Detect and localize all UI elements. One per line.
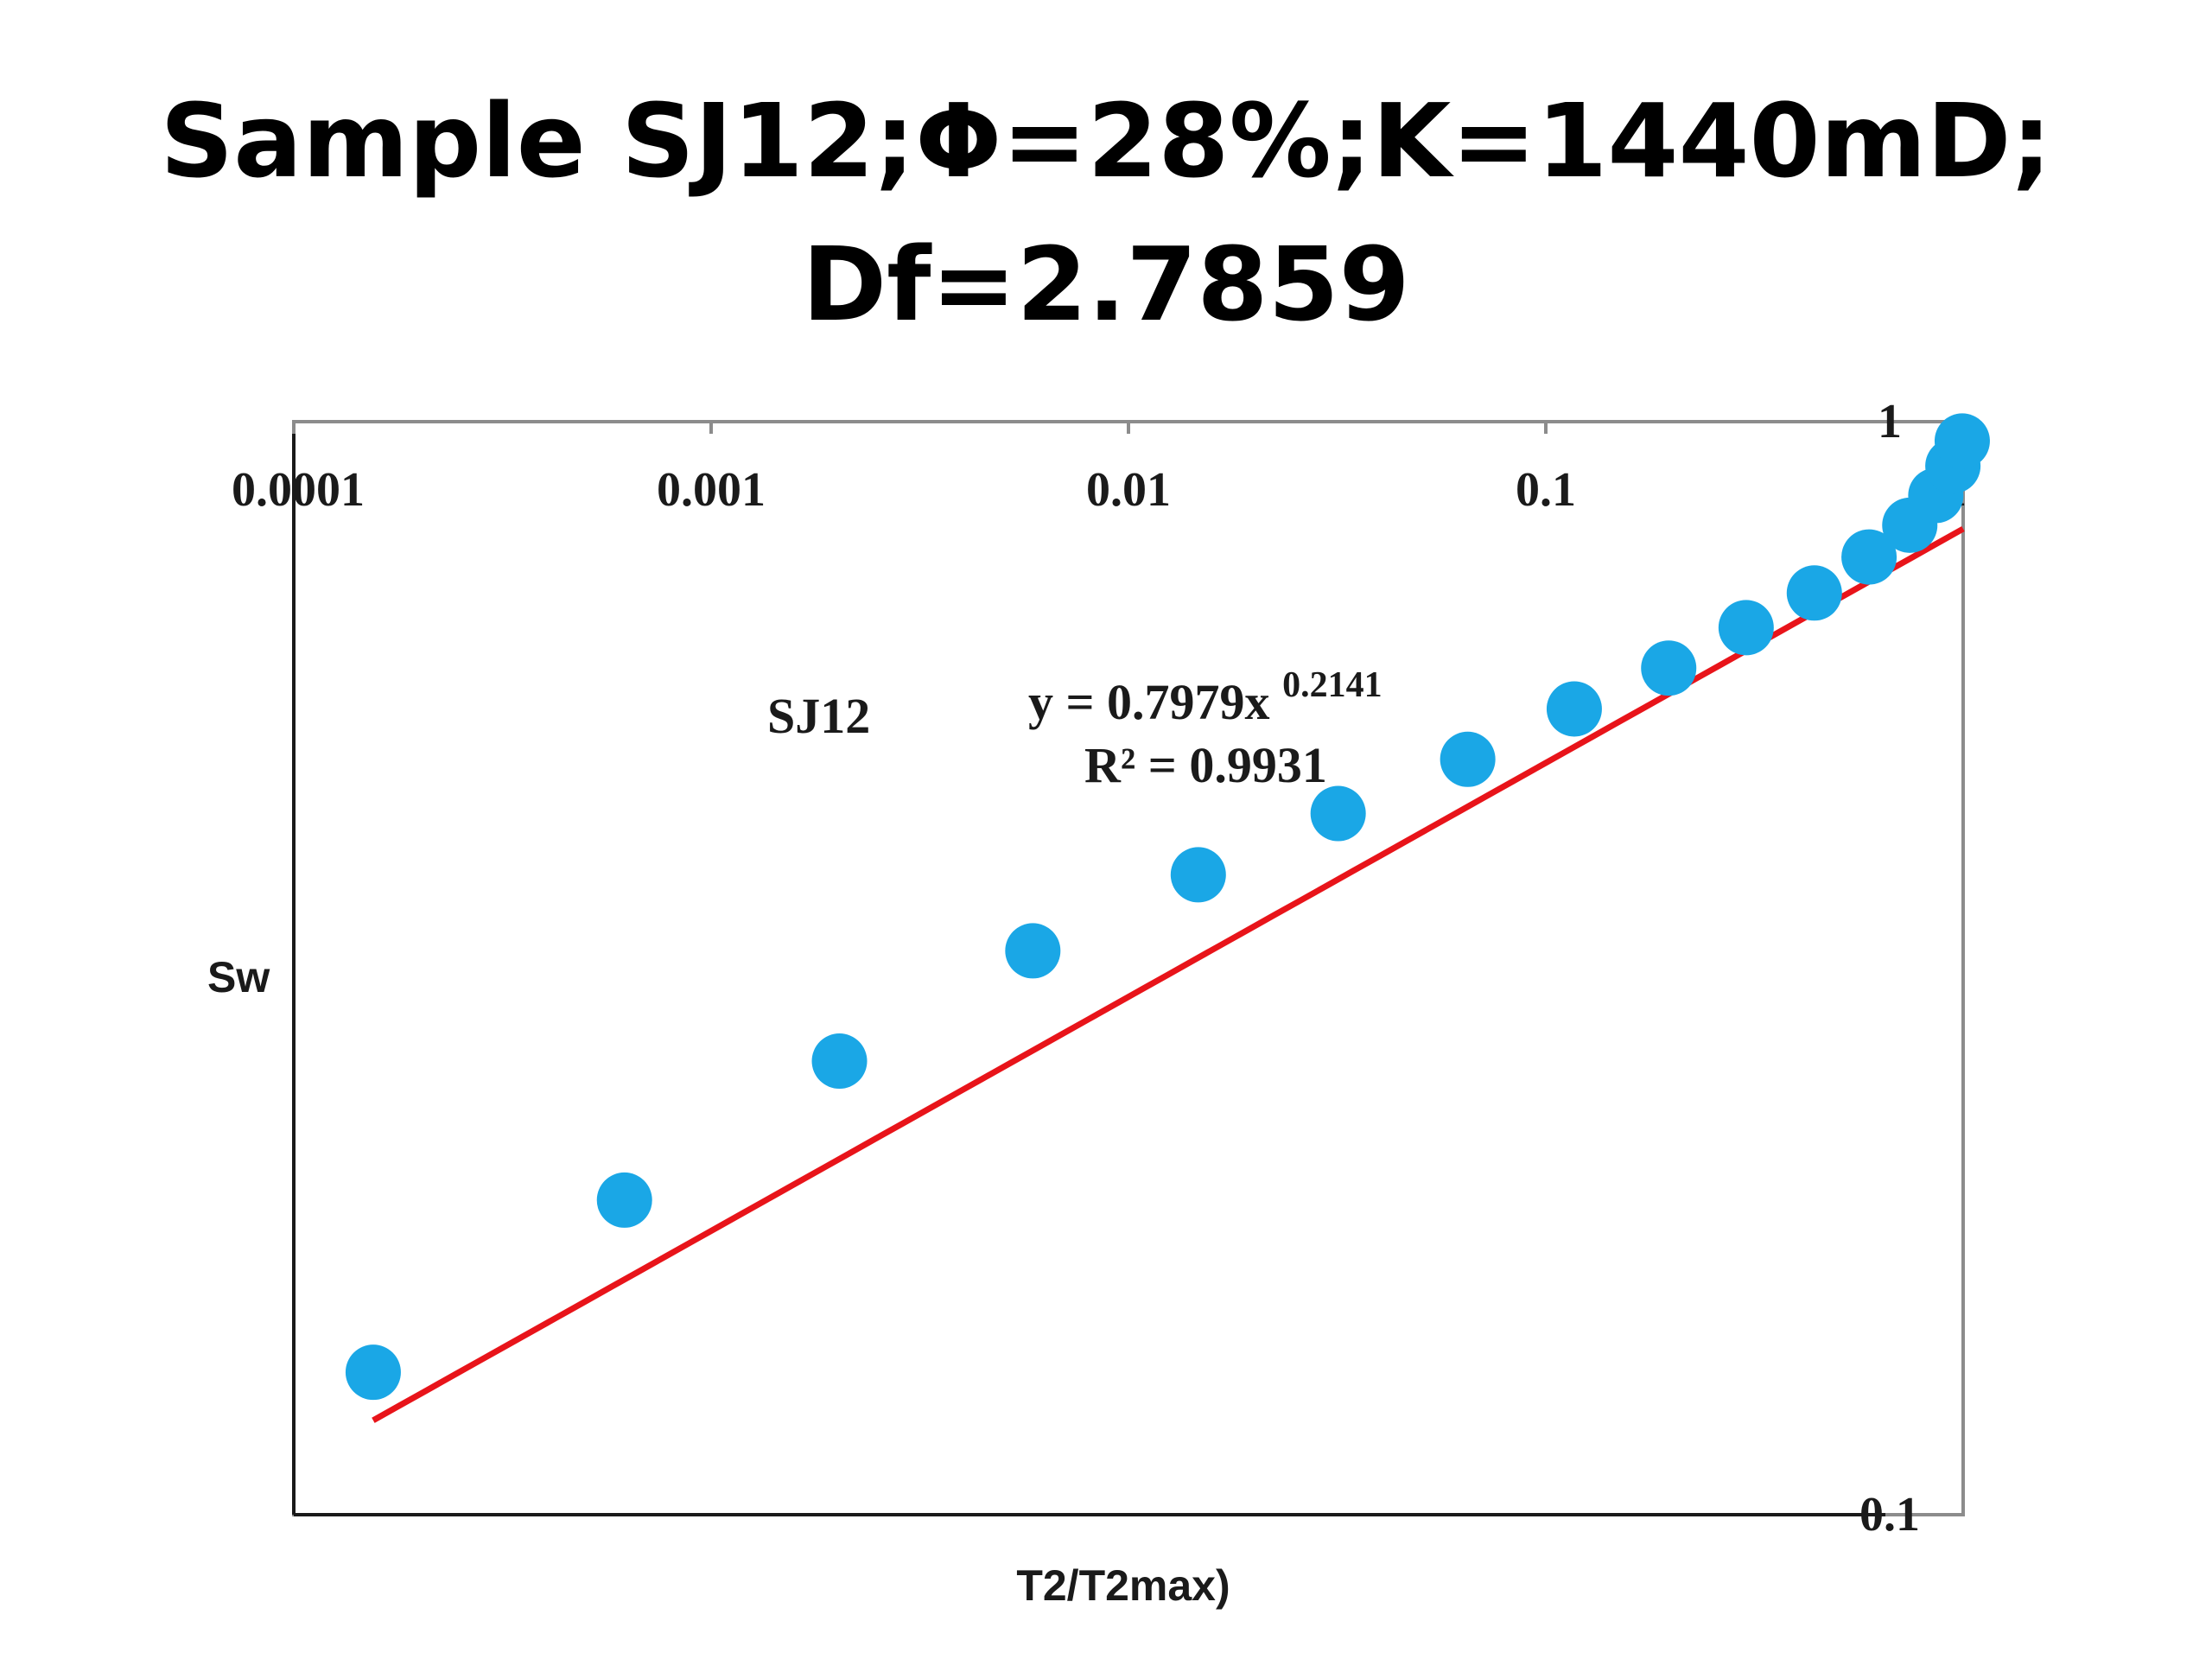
data-points	[345, 413, 1990, 1401]
data-point	[1934, 413, 1990, 469]
y-axis-ticks: 10.1	[1859, 395, 1963, 1541]
data-point	[1841, 529, 1897, 585]
data-point	[1786, 565, 1842, 621]
trendline-layer	[372, 525, 1965, 1423]
data-point	[1005, 923, 1061, 979]
y-axis-label: Sw	[207, 953, 270, 1001]
x-tick-label: 0.1	[1516, 463, 1576, 517]
equation-exponent: 0.2141	[1282, 665, 1382, 705]
chart-title: Sample SJ12;Φ=28%;K=1440mD; Df=2.7859	[0, 69, 2212, 356]
x-tick-label: 0.01	[1086, 463, 1171, 517]
data-point	[596, 1172, 652, 1228]
x-tick-label: 0.001	[657, 463, 766, 517]
data-point	[1170, 847, 1226, 903]
equation-annotation: y = 0.7979x 0.2141	[1028, 665, 1382, 730]
trendline	[372, 525, 1965, 1423]
data-point	[1440, 731, 1496, 787]
data-point	[1718, 600, 1774, 656]
data-point	[811, 1033, 868, 1090]
data-point	[1546, 681, 1602, 737]
series-annotation: SJ12	[767, 688, 870, 744]
data-point	[1310, 785, 1366, 842]
plot-area-frame	[292, 420, 1965, 1516]
title-line-1: Sample SJ12;Φ=28%;K=1440mD;	[160, 81, 2052, 200]
x-tick-label: 0.0001	[232, 463, 365, 517]
y-tick-label: 0.1	[1859, 1488, 1920, 1541]
r-squared-annotation: R² = 0.9931	[1084, 737, 1327, 793]
x-axis-label: T2/T2max)	[1016, 1561, 1230, 1610]
y-tick-label: 1	[1878, 395, 1902, 448]
data-point	[345, 1344, 401, 1401]
title-line-2: Df=2.7859	[802, 225, 1410, 344]
equation-main: y = 0.7979x	[1028, 674, 1270, 730]
data-point	[1641, 640, 1697, 696]
